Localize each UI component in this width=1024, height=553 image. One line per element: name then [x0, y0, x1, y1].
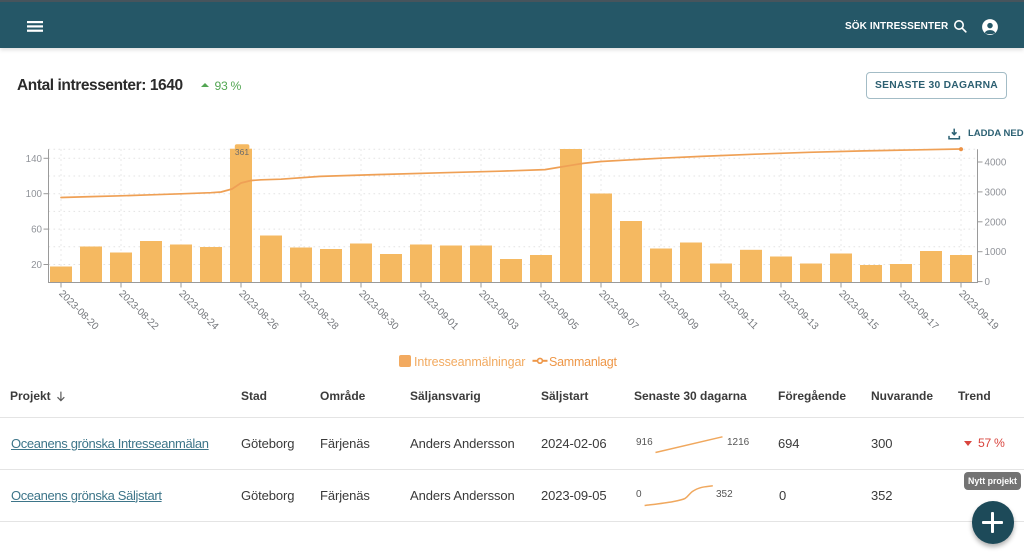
svg-text:2023-09-15: 2023-09-15 — [836, 288, 880, 332]
svg-text:2023-08-28: 2023-08-28 — [296, 288, 340, 332]
svg-text:2023-09-07: 2023-09-07 — [596, 288, 640, 332]
svg-text:2000: 2000 — [985, 217, 1007, 228]
svg-text:2023-08-22: 2023-08-22 — [116, 288, 160, 332]
svg-text:140: 140 — [26, 154, 43, 165]
svg-text:361: 361 — [235, 147, 249, 157]
svg-text:2023-08-20: 2023-08-20 — [56, 288, 100, 332]
svg-text:3000: 3000 — [985, 187, 1007, 198]
svg-text:2023-09-19: 2023-09-19 — [956, 288, 1000, 332]
svg-text:60: 60 — [31, 225, 42, 236]
svg-text:20: 20 — [31, 260, 42, 271]
svg-text:2023-09-17: 2023-09-17 — [896, 288, 940, 332]
svg-text:2023-09-13: 2023-09-13 — [776, 288, 820, 332]
svg-text:4000: 4000 — [985, 158, 1007, 169]
svg-text:2023-08-24: 2023-08-24 — [176, 288, 220, 332]
svg-text:2023-09-03: 2023-09-03 — [476, 288, 520, 332]
svg-text:2023-08-26: 2023-08-26 — [236, 288, 280, 332]
svg-text:2023-09-01: 2023-09-01 — [416, 288, 460, 332]
svg-text:2023-09-09: 2023-09-09 — [656, 288, 700, 332]
svg-text:2023-09-05: 2023-09-05 — [536, 288, 580, 332]
svg-text:1000: 1000 — [985, 247, 1007, 258]
svg-text:2023-08-30: 2023-08-30 — [356, 288, 400, 332]
svg-text:2023-09-11: 2023-09-11 — [716, 288, 760, 332]
svg-text:0: 0 — [985, 277, 991, 288]
svg-text:100: 100 — [26, 189, 43, 200]
